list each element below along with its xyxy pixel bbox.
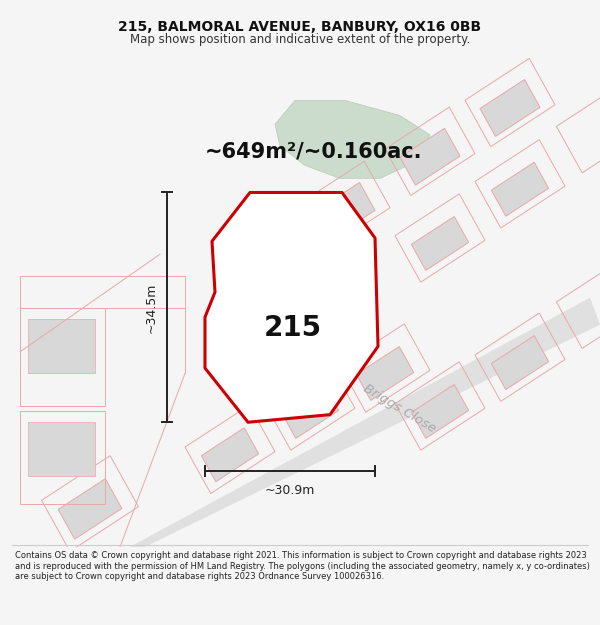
Polygon shape — [228, 231, 345, 401]
Text: Map shows position and indicative extent of the property.: Map shows position and indicative extent… — [130, 32, 470, 46]
Polygon shape — [281, 384, 338, 438]
Polygon shape — [480, 79, 540, 136]
Text: ~30.9m: ~30.9m — [265, 484, 315, 497]
Text: Briggs Close: Briggs Close — [361, 381, 439, 435]
Polygon shape — [412, 216, 469, 271]
Polygon shape — [412, 384, 469, 438]
Text: ~34.5m: ~34.5m — [145, 282, 157, 332]
Text: 215, BALMORAL AVENUE, BANBURY, OX16 0BB: 215, BALMORAL AVENUE, BANBURY, OX16 0BB — [118, 20, 482, 34]
Polygon shape — [28, 422, 95, 476]
Polygon shape — [491, 336, 548, 389]
Polygon shape — [315, 182, 375, 239]
Polygon shape — [491, 162, 548, 216]
Polygon shape — [28, 319, 95, 374]
Text: ~649m²/~0.160ac.: ~649m²/~0.160ac. — [205, 141, 422, 161]
Polygon shape — [356, 346, 413, 401]
Polygon shape — [205, 192, 378, 422]
Polygon shape — [202, 428, 259, 482]
Polygon shape — [58, 479, 122, 539]
Text: Contains OS data © Crown copyright and database right 2021. This information is : Contains OS data © Crown copyright and d… — [15, 551, 590, 581]
Text: 215: 215 — [264, 314, 322, 342]
Polygon shape — [275, 101, 430, 178]
Polygon shape — [400, 128, 460, 185]
Polygon shape — [130, 298, 600, 547]
